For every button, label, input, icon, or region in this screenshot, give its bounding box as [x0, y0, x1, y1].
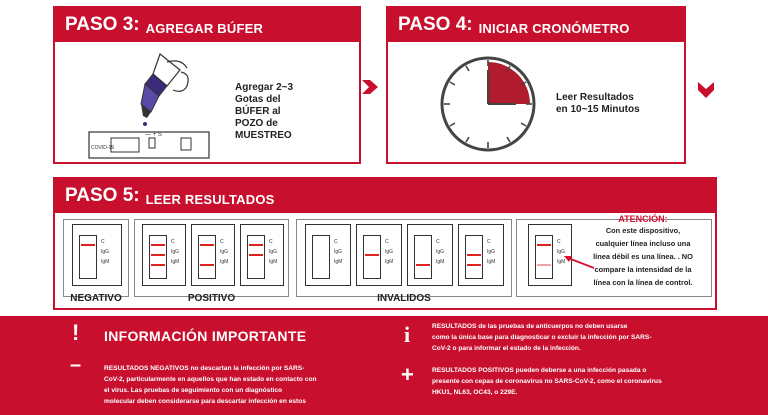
exclamation-icon: ! — [72, 320, 80, 345]
attention-note: ATENCIÓN: Con este dispositivo, cualquie… — [578, 214, 708, 289]
step3-header: PASO 3: AGREGAR BÚFER — [55, 8, 359, 42]
positive-group — [134, 219, 289, 297]
cassette-positive-2: C IgG IgM — [191, 224, 235, 286]
step3-title: AGREGAR BÚFER — [145, 21, 264, 36]
cassette-invalid-4: C IgG IgM — [458, 224, 504, 286]
info-line: RESULTADOS NEGATIVOS no descartan la inf… — [104, 365, 305, 372]
label-positive: POSITIVO — [187, 293, 236, 304]
label-invalid: INVALIDOS — [377, 293, 431, 304]
instruction-line: POZO de — [235, 118, 278, 129]
negative-results-text: RESULTADOS NEGATIVOS no descartan la inf… — [104, 363, 376, 407]
step5-number: PASO 5: — [65, 185, 140, 206]
attention-arrow-icon — [564, 256, 595, 269]
step3-card: PASO 3: AGREGAR BÚFER COVID-19 — + S — [53, 6, 361, 164]
step3-number: PASO 3: — [65, 14, 140, 35]
instruction-line: Gotas del — [235, 94, 281, 105]
antibody-results-text: RESULTADOS de las pruebas de anticuerpos… — [432, 321, 714, 354]
info-i-icon: i — [404, 322, 411, 347]
important-info-banner: ! INFORMACIÓN IMPORTANTE – RESULTADOS NE… — [0, 316, 768, 415]
dropper-icon — [140, 53, 189, 118]
attention-group — [516, 219, 712, 297]
step4-instruction: Leer Resultados en 10~15 Minutos — [556, 92, 640, 116]
svg-text:— + S: — + S — [145, 132, 162, 138]
step3-instruction: Agregar 2~3 Gotas del BÚFER al POZO de M… — [235, 82, 293, 142]
cassette-invalid-2: C IgG IgM — [356, 224, 402, 286]
positive-results-text: RESULTADOS POSITIVOS pueden deberse a un… — [432, 365, 714, 398]
info-line: RESULTADOS POSITIVOS pueden deberse a un… — [432, 367, 647, 374]
negative-group — [63, 219, 129, 297]
info-line: como la única base para diagnosticar o e… — [432, 334, 652, 341]
step5-title: LEER RESULTADOS — [145, 192, 275, 207]
drop-icon — [143, 122, 147, 126]
svg-text:COVID-19: COVID-19 — [91, 145, 114, 151]
instruction-line: BÚFER al — [235, 106, 281, 117]
instruction-line: MUESTREO — [235, 130, 292, 141]
instruction-line: Agregar 2~3 — [235, 82, 294, 93]
label-negative: NEGATIVO — [70, 293, 122, 304]
step4-title: INICIAR CRONÓMETRO — [478, 21, 630, 36]
attention-line: línea débil es una línea. . NO — [593, 252, 693, 261]
cassette-invalid-3: C IgG IgM — [407, 224, 453, 286]
cassette-positive-1: C IgG IgM — [142, 224, 186, 286]
arrow-down-icon — [698, 82, 714, 98]
minus-icon: – — [70, 354, 82, 376]
step4-card: PASO 4: INICIAR CRONÓMETRO Leer Resultad… — [386, 6, 686, 164]
info-line: molecular deben considerarse para descar… — [104, 398, 306, 405]
info-line: presente con cepas de coronavirus no SAR… — [432, 378, 662, 385]
step4-header: PASO 4: INICIAR CRONÓMETRO — [388, 8, 684, 42]
attention-line: cualquier línea incluso una — [595, 239, 691, 248]
attention-title: ATENCIÓN: — [618, 214, 668, 224]
cassette-negative: C IgG IgM — [72, 224, 122, 286]
test-cassette-icon: COVID-19 — + S — [88, 131, 210, 159]
step5-header: PASO 5: LEER RESULTADOS — [55, 179, 715, 213]
cassette-attention: C IgG IgM — [528, 224, 572, 286]
attention-line: línea con la línea de control. — [593, 278, 693, 287]
info-line: CoV-2 o para informar el estado de la in… — [432, 345, 581, 352]
dropper-illustration: COVID-19 — + S — [88, 53, 210, 159]
attention-line: Con este dispositivo, — [605, 226, 681, 235]
instruction-line: Leer Resultados — [556, 92, 634, 103]
attention-line: compare la intensidad de la — [594, 265, 692, 274]
instruction-line: en 10~15 Minutos — [556, 104, 640, 115]
step4-number: PASO 4: — [398, 14, 473, 35]
invalid-group — [296, 219, 512, 297]
arrow-right-icon — [362, 80, 378, 94]
cassette-positive-3: C IgG IgM — [240, 224, 284, 286]
plus-icon: + — [401, 362, 414, 387]
clock-icon — [440, 56, 536, 152]
info-line: el virus. Las pruebas de seguimiento con… — [104, 387, 283, 394]
info-title: INFORMACIÓN IMPORTANTE — [104, 328, 307, 344]
cassette-invalid-1: C IgG IgM — [305, 224, 351, 286]
info-line: RESULTADOS de las pruebas de anticuerpos… — [432, 323, 628, 330]
info-line: HKU1, NL63, OC43, o 229E. — [432, 389, 518, 396]
info-line: CoV-2, particularmente en aquellos que h… — [104, 376, 317, 383]
